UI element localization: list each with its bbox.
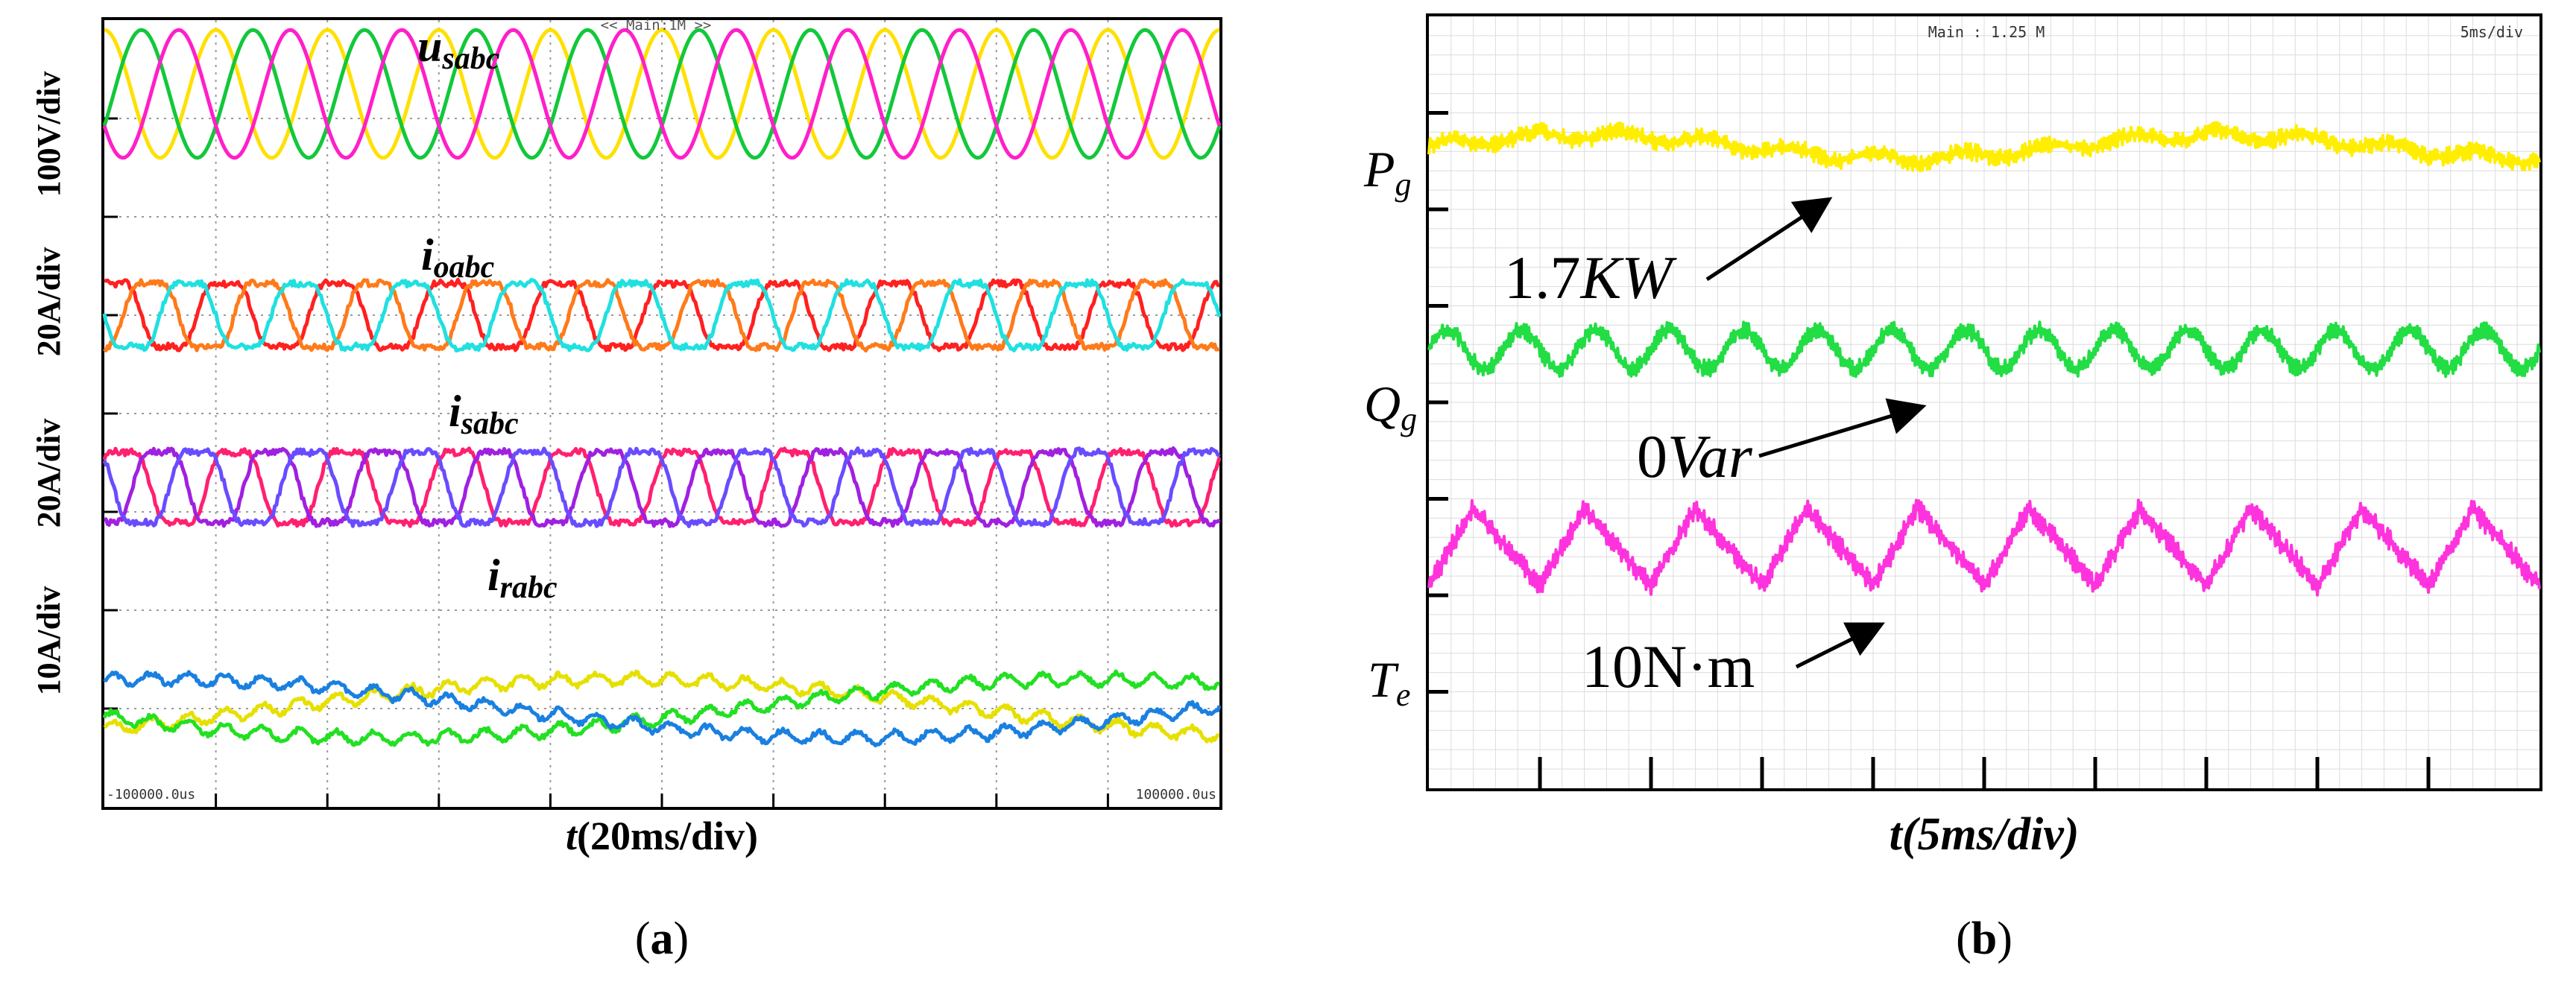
- panel-b-label-letter: b: [1972, 913, 1997, 964]
- label-te-main: T: [1368, 651, 1399, 708]
- label-irabc-main: i: [487, 551, 500, 600]
- trace-irabc-phase-c: [103, 670, 1222, 748]
- panel-b-grid: [1429, 16, 2539, 788]
- label-ioabc: ioabc: [421, 230, 495, 285]
- label-isabc-sub: sabc: [461, 407, 519, 441]
- trace-isabc-phase-c: [102, 446, 1221, 528]
- label-ioabc-sub: oabc: [434, 250, 495, 285]
- panel-a-header: << Main:1M >>: [601, 17, 712, 34]
- label-ioabc-main: i: [421, 230, 434, 279]
- panel-a-x-start: -100000.0us: [107, 787, 195, 802]
- arrow-te: [1795, 622, 1885, 669]
- panel-b-label-close: ): [1997, 913, 2012, 964]
- panel-a-label-open: (: [635, 913, 651, 964]
- trace-Pg: [1427, 121, 2541, 173]
- panel-a: << Main:1M >> -100000.0us 100000.0us usa…: [31, 17, 1222, 964]
- annotation-qg: 0Var: [1637, 422, 1753, 490]
- panel-b-header-right: 5ms/div: [2460, 23, 2523, 41]
- panel-a-x-end: 100000.0us: [1136, 787, 1216, 802]
- trace-Qg: [1427, 320, 2541, 378]
- panel-b-label: (b): [1956, 913, 2012, 964]
- panel-a-label-close: ): [674, 913, 689, 964]
- annotation-pg-unit: KW: [1580, 244, 1678, 311]
- annotation-qg-unit: Var: [1667, 422, 1753, 490]
- annotation-pg-main: 1.7: [1504, 244, 1581, 311]
- annotation-te: 10N·m: [1582, 633, 1755, 700]
- annotation-pg: 1.7KW: [1504, 244, 1677, 311]
- panel-a-traces: [102, 28, 1222, 748]
- label-isabc: isabc: [449, 387, 519, 441]
- label-qg-sub: g: [1401, 401, 1417, 437]
- label-usabc: usabc: [417, 22, 500, 76]
- panel-b-xlabel: t(5ms/div): [1890, 809, 2080, 860]
- trace-irabc-phase-a: [103, 669, 1220, 744]
- arrow-pg: [1705, 197, 1833, 282]
- trace-ioabc-phase-c: [102, 278, 1222, 353]
- panel-b: Main : 1.25 M 5ms/div Pg Qg Te 1.7KW 0Va…: [1363, 13, 2542, 964]
- label-usabc-sub: sabc: [441, 42, 499, 76]
- scale-irabc: 10A/div: [31, 586, 67, 696]
- trace-usabc-phase-c: [102, 28, 1222, 160]
- panel-b-traces: [1427, 121, 2541, 597]
- scale-ioabc: 20A/div: [31, 247, 67, 357]
- annotation-qg-main: 0: [1637, 422, 1667, 490]
- label-usabc-main: u: [417, 22, 442, 71]
- label-isabc-main: i: [449, 387, 461, 436]
- panel-a-label: (a): [635, 913, 689, 964]
- panel-a-xlabel-t: t: [566, 814, 578, 858]
- panel-b-label-open: (: [1956, 913, 1972, 964]
- panel-a-xlabel: t(20ms/div): [566, 814, 758, 858]
- label-irabc-sub: rabc: [500, 571, 558, 605]
- trace-irabc-phase-b: [102, 669, 1220, 747]
- scale-isabc: 20A/div: [31, 419, 67, 528]
- trace-ioabc-phase-a: [104, 277, 1220, 352]
- label-qg-main: Q: [1364, 376, 1401, 432]
- label-te: Te: [1368, 651, 1410, 713]
- trace-Te: [1427, 498, 2541, 597]
- scale-usabc: 100V/div: [31, 72, 67, 197]
- label-te-sub: e: [1396, 677, 1411, 713]
- label-pg-sub: g: [1395, 166, 1412, 203]
- label-pg: Pg: [1363, 141, 1412, 203]
- trace-ioabc-phase-b: [103, 278, 1221, 353]
- panel-b-header-left: Main : 1.25 M: [1928, 23, 2045, 41]
- label-irabc: irabc: [487, 551, 558, 605]
- label-pg-main: P: [1363, 141, 1395, 197]
- panel-a-grid: [104, 20, 1219, 807]
- panel-a-xlabel-rest: (20ms/div): [577, 814, 758, 858]
- arrow-qg: [1758, 398, 1927, 458]
- panel-a-label-letter: a: [651, 913, 674, 964]
- annotation-te-main: 10N·m: [1582, 633, 1755, 700]
- label-qg: Qg: [1364, 376, 1417, 437]
